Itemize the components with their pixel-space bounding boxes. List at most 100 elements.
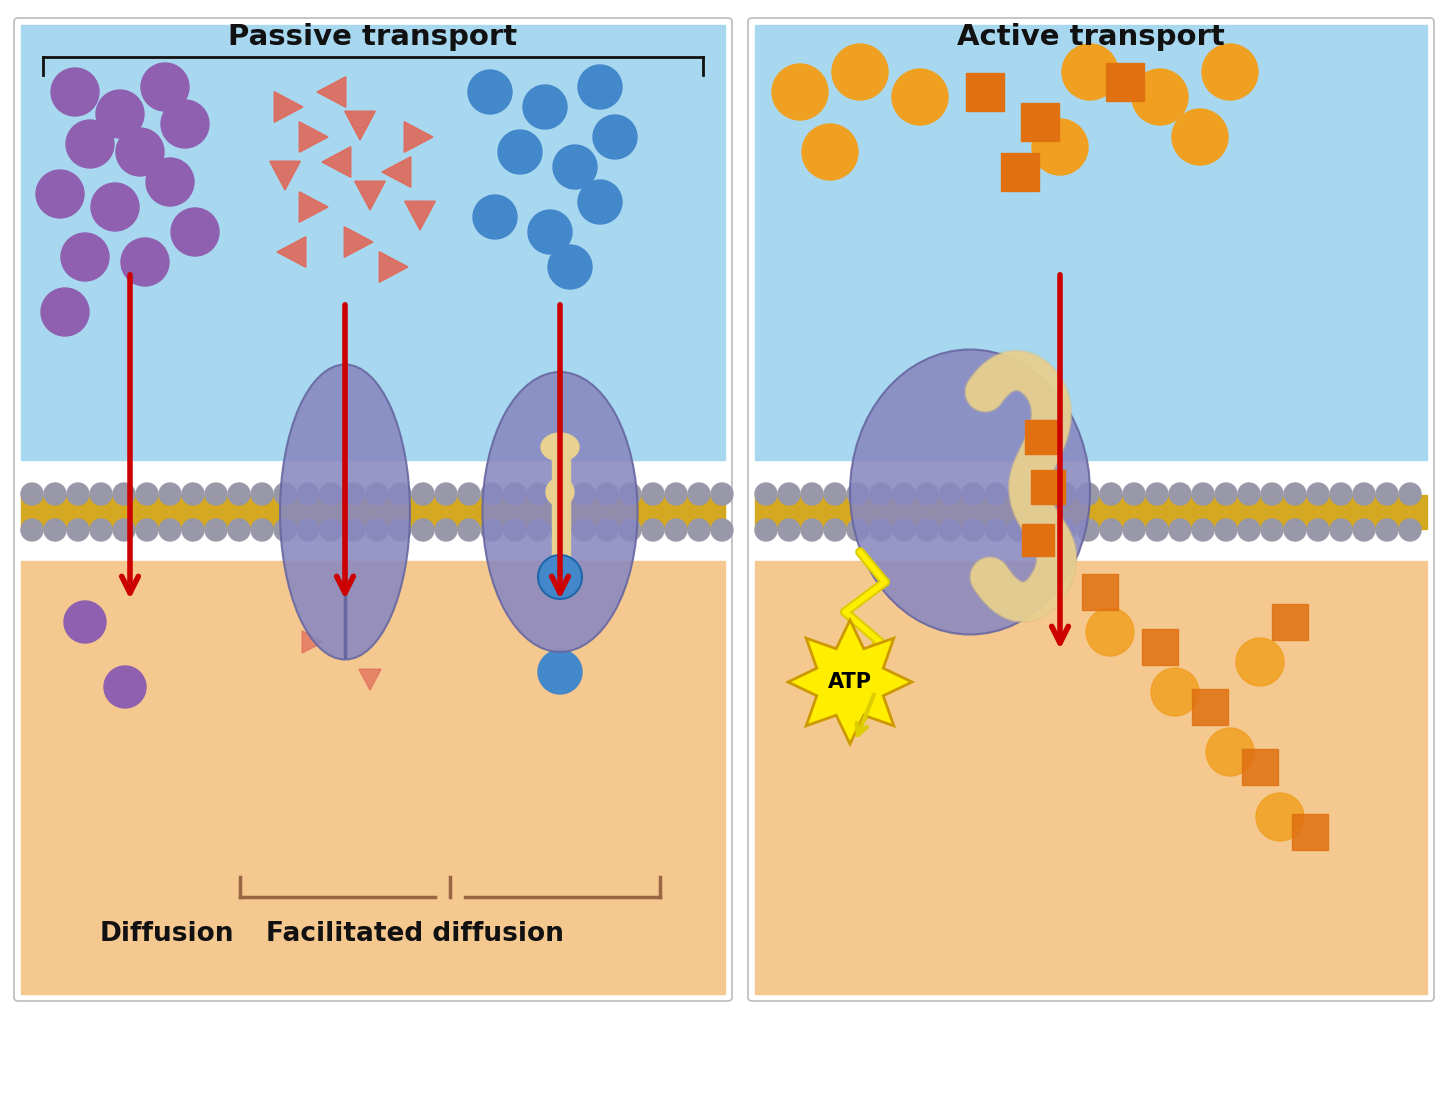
Bar [22,24,724,460]
Circle shape [135,519,158,542]
Polygon shape [1022,524,1054,556]
Circle shape [539,651,582,694]
Circle shape [91,183,140,231]
Circle shape [1031,483,1053,505]
Circle shape [1354,519,1375,542]
Circle shape [802,125,858,180]
Circle shape [481,519,503,542]
Circle shape [171,208,219,256]
Polygon shape [1142,629,1178,665]
Bar [22,560,724,994]
Circle shape [274,519,297,542]
Circle shape [366,483,387,505]
Text: ATP: ATP [828,672,873,692]
Text: Active transport: Active transport [958,23,1225,51]
Circle shape [274,483,297,505]
Polygon shape [1292,814,1328,850]
Circle shape [1172,109,1228,165]
Circle shape [778,519,801,542]
Circle shape [36,170,84,218]
Circle shape [523,85,567,129]
Circle shape [824,483,847,505]
Circle shape [45,483,66,505]
Circle shape [1031,519,1053,542]
Circle shape [801,483,824,505]
Circle shape [665,519,687,542]
Circle shape [1086,608,1135,656]
Polygon shape [1001,152,1040,191]
Circle shape [550,519,572,542]
Circle shape [472,195,517,239]
Circle shape [481,483,503,505]
Circle shape [642,483,664,505]
Polygon shape [276,237,305,267]
Circle shape [939,519,960,542]
Circle shape [1146,483,1168,505]
Polygon shape [405,201,435,230]
Circle shape [1331,483,1352,505]
Circle shape [1331,519,1352,542]
Circle shape [343,519,364,542]
Circle shape [893,483,914,505]
Circle shape [573,483,595,505]
Circle shape [504,483,526,505]
Polygon shape [1273,604,1308,639]
Circle shape [778,483,801,505]
Circle shape [577,64,622,109]
Circle shape [389,483,410,505]
Circle shape [435,483,456,505]
Circle shape [158,519,181,542]
Circle shape [1215,519,1237,542]
Circle shape [50,68,99,116]
Circle shape [755,483,778,505]
Circle shape [772,64,828,120]
Circle shape [1308,483,1329,505]
Circle shape [528,210,572,254]
Circle shape [117,128,164,176]
Circle shape [145,158,194,206]
Circle shape [962,483,984,505]
Polygon shape [966,72,1005,111]
Circle shape [112,483,135,505]
Circle shape [985,483,1007,505]
Circle shape [642,519,664,542]
Circle shape [320,483,343,505]
Circle shape [870,483,891,505]
Circle shape [498,130,541,173]
Circle shape [755,519,778,542]
Circle shape [91,519,112,542]
Ellipse shape [279,365,410,659]
Circle shape [1132,69,1188,125]
Text: Facilitated diffusion: Facilitated diffusion [266,921,564,947]
Circle shape [619,483,641,505]
Circle shape [45,519,66,542]
Circle shape [121,238,168,286]
Circle shape [1377,519,1398,542]
Circle shape [1192,519,1214,542]
Circle shape [1100,483,1122,505]
Circle shape [1261,483,1283,505]
Circle shape [527,483,549,505]
Circle shape [688,483,710,505]
Circle shape [1032,119,1089,175]
Circle shape [1054,519,1076,542]
Circle shape [412,483,433,505]
Circle shape [553,145,598,189]
Circle shape [204,483,228,505]
Circle shape [593,115,636,159]
Circle shape [458,483,480,505]
Circle shape [204,519,228,542]
Circle shape [916,483,937,505]
Circle shape [962,519,984,542]
Ellipse shape [850,349,1090,635]
Polygon shape [300,121,328,152]
Polygon shape [344,111,376,140]
Circle shape [104,666,145,708]
Bar [755,560,1427,994]
Circle shape [389,519,410,542]
Circle shape [619,519,641,542]
Polygon shape [359,669,382,691]
Circle shape [549,245,592,289]
Circle shape [1008,519,1030,542]
Circle shape [181,483,204,505]
